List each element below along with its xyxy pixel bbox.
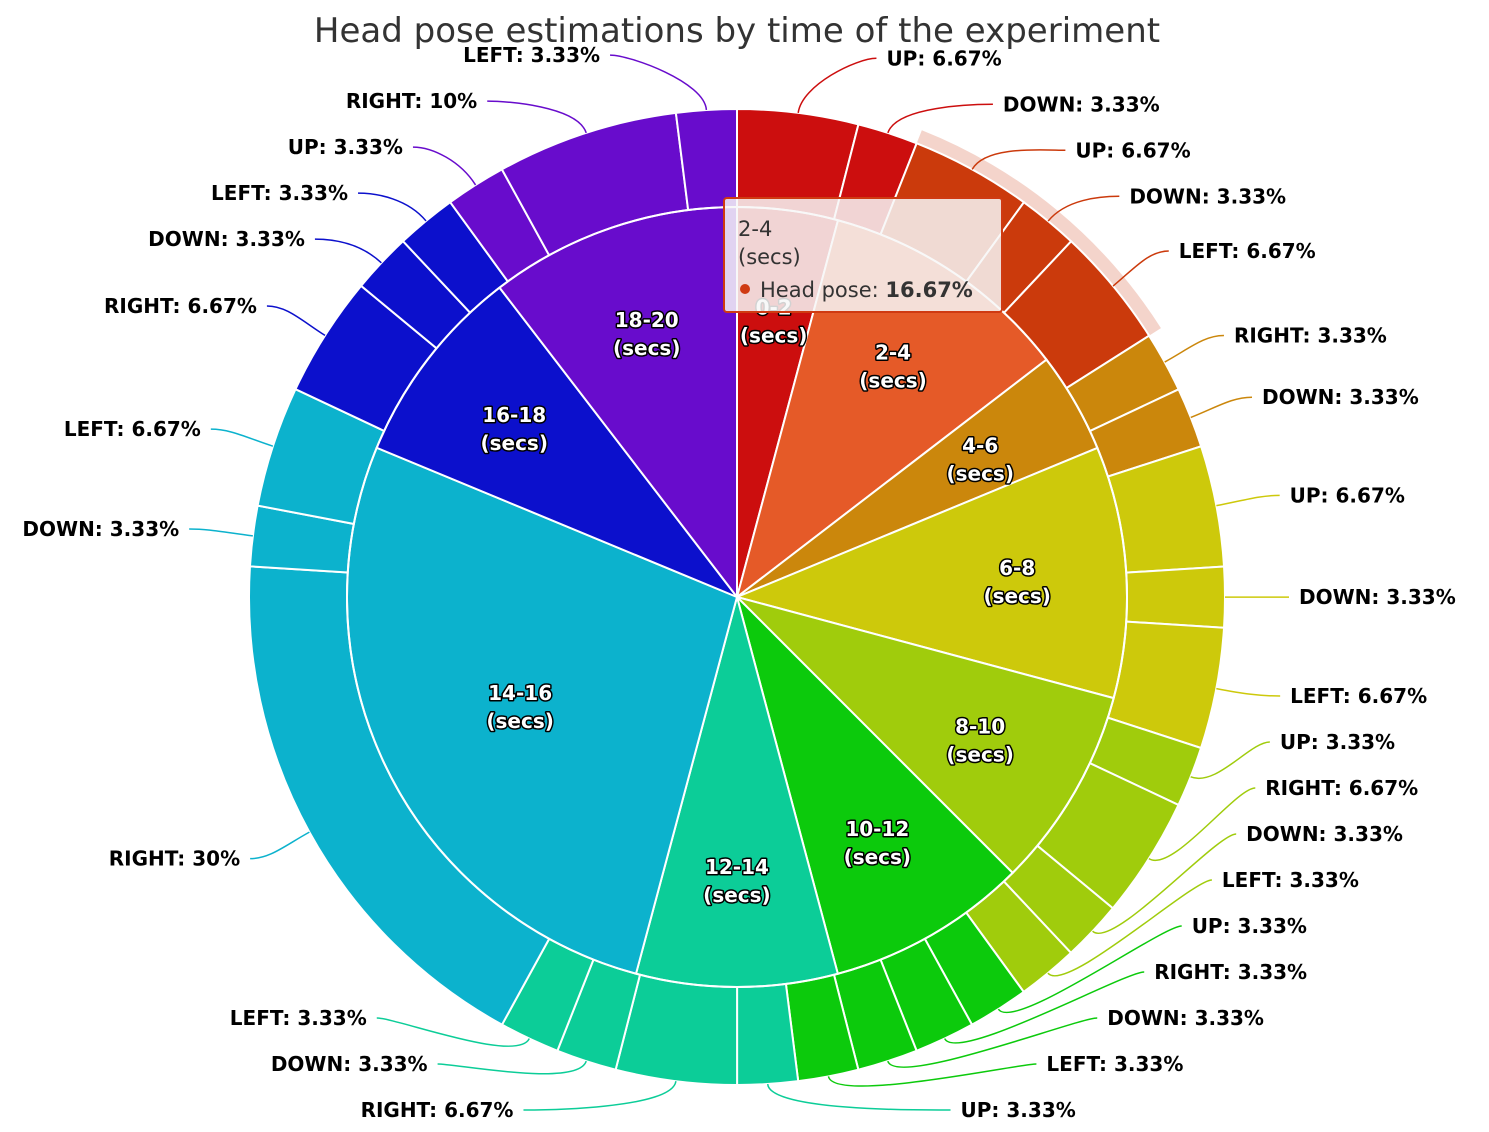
outer-ring-labels: UP: 6.67%DOWN: 3.33%UP: 6.67%DOWN: 3.33%… <box>22 43 1455 1122</box>
outer-connector-17 <box>827 1063 1037 1087</box>
tooltip-header-line-0: 2-4 <box>738 217 772 241</box>
outer-connector-0 <box>797 57 877 113</box>
outer-label-7: UP: 6.67% <box>1290 483 1405 507</box>
inner-label-9: 18-20 (secs) <box>613 308 681 360</box>
outer-label-4: LEFT: 6.67% <box>1179 239 1316 263</box>
outer-label-20: DOWN: 3.33% <box>271 1052 428 1076</box>
inner-label-2: 4-6 (secs) <box>946 434 1014 486</box>
tooltip-box: 2-4 (secs) Head pose: 16.67% <box>723 197 1003 313</box>
outer-label-29: RIGHT: 10% <box>346 89 477 113</box>
inner-label-3: 6-8 (secs) <box>983 556 1051 608</box>
outer-connector-20 <box>437 1060 587 1075</box>
inner-label-4: 8-10 (secs) <box>946 715 1014 767</box>
outer-label-26: DOWN: 3.33% <box>148 227 305 251</box>
outer-connector-27 <box>358 192 427 222</box>
outer-connector-30 <box>610 54 708 111</box>
outer-connector-24 <box>210 428 274 447</box>
outer-connector-23 <box>189 528 253 537</box>
tooltip: 2-4 (secs) Head pose: 16.67% <box>723 197 1003 313</box>
outer-label-1: DOWN: 3.33% <box>1003 92 1160 116</box>
outer-label-25: RIGHT: 6.67% <box>104 294 257 318</box>
outer-connector-28 <box>412 146 477 186</box>
tooltip-series-name: Head pose: <box>760 278 885 302</box>
outer-connector-4 <box>1112 250 1169 287</box>
tooltip-background <box>723 197 1003 313</box>
outer-label-27: LEFT: 3.33% <box>211 181 348 205</box>
outer-connector-7 <box>1216 494 1280 507</box>
inner-label-7: 14-16 (secs) <box>486 681 554 733</box>
chart-title: Head pose estimations by time of the exp… <box>314 11 1160 51</box>
outer-label-5: RIGHT: 3.33% <box>1234 324 1387 348</box>
outer-label-24: LEFT: 6.67% <box>64 417 201 441</box>
tooltip-header-line-1: (secs) <box>738 245 801 269</box>
outer-label-2: UP: 6.67% <box>1075 138 1190 162</box>
outer-connector-5 <box>1164 334 1224 363</box>
outer-label-13: LEFT: 3.33% <box>1222 868 1359 892</box>
tooltip-value: 16.67% <box>885 278 972 302</box>
outer-connector-29 <box>487 100 587 134</box>
outer-connector-16 <box>887 1017 1098 1068</box>
outer-connector-19 <box>523 1080 677 1111</box>
tooltip-series-line: Head pose: 16.67% <box>760 278 973 302</box>
inner-label-5: 10-12 (secs) <box>844 817 912 869</box>
outer-connector-2 <box>971 149 1066 170</box>
outer-connector-3 <box>1047 195 1120 222</box>
outer-label-6: DOWN: 3.33% <box>1262 385 1419 409</box>
outer-label-9: LEFT: 6.67% <box>1290 684 1427 708</box>
outer-connector-13 <box>1047 879 1213 977</box>
outer-connector-18 <box>766 1083 951 1111</box>
outer-connector-15 <box>944 971 1145 1044</box>
inner-label-1: 2-4 (secs) <box>859 341 927 393</box>
outer-connector-21 <box>376 1017 530 1047</box>
outer-label-3: DOWN: 3.33% <box>1129 184 1286 208</box>
outer-label-21: LEFT: 3.33% <box>230 1006 367 1030</box>
outer-connector-1 <box>887 103 993 134</box>
outer-connector-11 <box>1148 787 1256 862</box>
outer-connector-14 <box>997 925 1182 1014</box>
outer-label-14: UP: 3.33% <box>1192 914 1307 938</box>
inner-label-8: 16-18 (secs) <box>480 403 548 455</box>
outer-label-23: DOWN: 3.33% <box>22 517 179 541</box>
outer-label-28: UP: 3.33% <box>288 135 403 159</box>
outer-label-15: RIGHT: 3.33% <box>1154 960 1307 984</box>
outer-label-18: UP: 3.33% <box>961 1098 1076 1122</box>
inner-label-6: 12-14 (secs) <box>703 855 771 907</box>
outer-connector-22 <box>250 831 310 860</box>
outer-connector-25 <box>266 305 326 337</box>
label-connectors <box>189 54 1290 1111</box>
inner-ring <box>346 205 1128 988</box>
outer-label-22: RIGHT: 30% <box>109 847 240 871</box>
outer-connector-9 <box>1216 687 1281 697</box>
outer-label-30: LEFT: 3.33% <box>463 43 600 67</box>
outer-label-16: DOWN: 3.33% <box>1107 1006 1264 1030</box>
outer-label-8: DOWN: 3.33% <box>1299 585 1456 609</box>
outer-connector-6 <box>1190 396 1253 419</box>
outer-label-0: UP: 6.67% <box>886 46 1001 70</box>
tooltip-series-marker <box>740 284 750 294</box>
outer-label-12: DOWN: 3.33% <box>1246 822 1403 846</box>
outer-connector-12 <box>1092 833 1237 935</box>
outer-connector-26 <box>314 238 382 264</box>
inner-ring-labels: 0-2(secs)2-4(secs)4-6(secs)6-8(secs)8-10… <box>479 294 1053 908</box>
outer-label-19: RIGHT: 6.67% <box>361 1098 514 1122</box>
outer-label-10: UP: 3.33% <box>1280 730 1395 754</box>
outer-label-11: RIGHT: 6.67% <box>1265 776 1418 800</box>
outer-label-17: LEFT: 3.33% <box>1046 1052 1183 1076</box>
outer-connector-10 <box>1190 741 1270 780</box>
